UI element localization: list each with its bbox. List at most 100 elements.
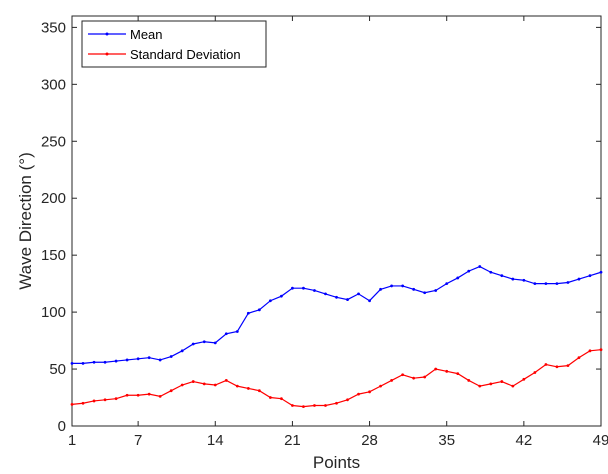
legend-entry-standard-deviation: Standard Deviation [88, 47, 241, 62]
data-point-mean [268, 299, 272, 303]
legend: Mean Standard Deviation [81, 20, 267, 68]
y-tick-label: 100 [41, 304, 66, 321]
data-point-mean [279, 294, 283, 298]
data-point-standard-deviation [544, 363, 548, 366]
data-point-standard-deviation [346, 398, 349, 402]
data-point-standard-deviation [533, 371, 537, 374]
y-tick-label: 250 [41, 133, 66, 150]
data-point-mean [114, 359, 118, 363]
data-point-standard-deviation [114, 397, 118, 401]
data-point-standard-deviation [335, 401, 338, 405]
x-tick-label: 1 [68, 432, 76, 449]
x-tick-label: 14 [207, 432, 224, 449]
plot-area [71, 15, 602, 427]
data-point-standard-deviation [478, 384, 482, 388]
data-point-mean [191, 342, 195, 346]
y-tick-label: 0 [58, 418, 66, 435]
y-axis: 0 50 100 150 200 250 300 350 [41, 19, 601, 435]
data-point-mean [390, 284, 394, 288]
data-point-standard-deviation [412, 376, 416, 380]
data-point-mean [213, 341, 217, 345]
data-point-standard-deviation [368, 390, 371, 394]
data-point-standard-deviation [324, 404, 327, 407]
data-point-standard-deviation [500, 380, 504, 383]
data-point-standard-deviation [511, 384, 515, 388]
data-point-standard-deviation [302, 405, 305, 409]
data-point-mean [147, 356, 151, 360]
y-tick-label: 350 [41, 19, 66, 36]
data-point-mean [224, 332, 228, 336]
data-point-standard-deviation [158, 394, 162, 398]
legend-entry-mean: Mean [88, 27, 163, 42]
data-point-mean [202, 340, 206, 344]
data-point-standard-deviation [401, 373, 405, 377]
data-point-mean [489, 270, 493, 274]
data-point-mean [103, 360, 107, 364]
plot-frame [71, 15, 602, 427]
x-tick-label: 28 [361, 432, 378, 449]
data-point-mean [92, 360, 96, 364]
y-tick-label: 300 [41, 76, 66, 93]
data-point-mean [434, 289, 438, 292]
data-point-mean [423, 291, 427, 295]
data-point-standard-deviation [147, 392, 151, 396]
data-point-mean [456, 276, 460, 280]
data-point-standard-deviation [445, 369, 449, 373]
series-layer [70, 265, 603, 409]
data-point-standard-deviation [136, 393, 140, 397]
data-point-mean [577, 277, 581, 281]
data-point-standard-deviation [103, 398, 107, 402]
data-point-standard-deviation [423, 375, 427, 379]
data-point-mean [169, 355, 173, 358]
data-point-standard-deviation [357, 392, 360, 396]
x-axis: 1 7 14 21 28 35 42 49 [68, 16, 608, 449]
x-tick-label: 7 [134, 432, 142, 449]
data-point-mean [533, 282, 537, 286]
data-point-standard-deviation [180, 383, 184, 387]
data-point-standard-deviation [313, 404, 316, 407]
data-point-standard-deviation [191, 380, 195, 383]
data-point-mean [522, 278, 526, 282]
data-point-mean [357, 292, 360, 296]
data-point-standard-deviation [169, 389, 173, 393]
data-point-standard-deviation [279, 397, 283, 401]
data-point-mean [599, 270, 603, 274]
data-point-mean [401, 284, 405, 288]
data-point-standard-deviation [70, 402, 74, 406]
data-point-mean [291, 286, 294, 290]
data-point-mean [335, 295, 338, 299]
data-point-standard-deviation [291, 404, 294, 407]
data-point-standard-deviation [577, 356, 581, 360]
y-tick-label: 150 [41, 247, 66, 264]
data-point-standard-deviation [125, 393, 129, 397]
data-point-mean [478, 265, 482, 268]
y-tick-label: 50 [49, 361, 66, 378]
data-point-mean [544, 282, 548, 286]
data-point-standard-deviation [92, 399, 96, 403]
legend-marker-standard-deviation [105, 52, 109, 56]
data-point-mean [566, 281, 570, 284]
data-point-mean [70, 361, 74, 365]
legend-label-mean: Mean [130, 27, 163, 42]
data-point-mean [180, 349, 184, 353]
x-tick-label: 21 [284, 432, 301, 449]
series-standard-deviation [70, 348, 603, 409]
data-point-mean [379, 287, 382, 291]
data-point-mean [588, 274, 592, 278]
data-point-standard-deviation [224, 379, 228, 382]
data-point-standard-deviation [379, 384, 382, 388]
data-point-mean [500, 274, 504, 278]
data-point-standard-deviation [467, 379, 471, 382]
y-tick-label: 200 [41, 190, 66, 207]
data-point-mean [81, 361, 85, 365]
data-point-standard-deviation [522, 377, 526, 381]
data-point-mean [257, 308, 261, 312]
data-point-standard-deviation [456, 372, 460, 376]
data-point-standard-deviation [390, 379, 394, 382]
legend-marker-mean [105, 32, 109, 36]
data-point-mean [368, 299, 371, 303]
data-point-standard-deviation [257, 389, 261, 393]
data-point-standard-deviation [213, 383, 217, 387]
series-mean [70, 265, 603, 365]
